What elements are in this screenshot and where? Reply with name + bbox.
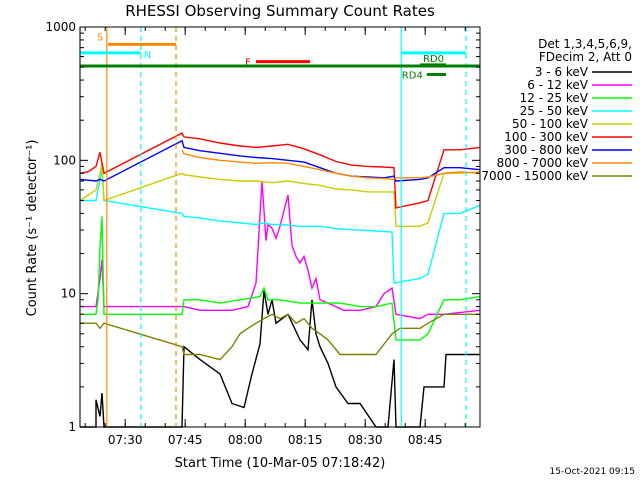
flag-label-1: N <box>144 50 151 61</box>
y-tick-label-3: 1000 <box>45 20 76 34</box>
flag-label-5: RD0 <box>423 54 444 65</box>
x-tick-label-4: 08:30 <box>348 433 383 447</box>
series-layer <box>79 132 481 428</box>
axes-layer: 1 10 100 1000 07:30 07:45 08:00 08:15 08:30 08:45 <box>45 20 481 447</box>
x-tick-label-3: 08:15 <box>288 433 323 447</box>
legend-label-2: 12 - 25 keV <box>520 91 589 105</box>
legend-header-0: Det 1,3,4,5,6,9, <box>538 37 632 51</box>
series-line-2 <box>80 216 481 341</box>
y-tick-label-0: 1 <box>68 420 76 434</box>
legend-label-3: 25 - 50 keV <box>520 104 589 118</box>
series-line-3 <box>80 169 481 284</box>
flag-label-3: F <box>245 58 251 69</box>
legend-label-0: 3 - 6 keV <box>535 65 589 79</box>
series-line-8 <box>80 313 480 361</box>
legend: Det 1,3,4,5,6,9,FDecim 2, Att 03 - 6 keV… <box>481 37 632 183</box>
legend-header-1: FDecim 2, Att 0 <box>539 50 632 64</box>
y-tick-label-1: 10 <box>61 287 76 301</box>
x-tick-label-5: 08:45 <box>408 433 443 447</box>
chart-title: RHESSI Observing Summary Count Rates <box>125 2 435 20</box>
legend-label-7: 800 - 7000 keV <box>497 156 589 170</box>
flag-label-6: RD4 <box>402 71 423 82</box>
flag-label-0: S <box>97 32 103 43</box>
legend-label-6: 300 - 800 keV <box>504 143 588 157</box>
series-line-5 <box>79 132 481 209</box>
legend-label-5: 100 - 300 keV <box>504 130 588 144</box>
series-line-0 <box>80 290 480 428</box>
series-line-1 <box>80 180 481 320</box>
legend-label-8: 7000 - 15000 keV <box>481 169 588 183</box>
series-line-6 <box>79 139 481 182</box>
series-line-7 <box>181 149 481 181</box>
x-tick-label-0: 07:30 <box>108 433 143 447</box>
legend-label-1: 6 - 12 keV <box>527 78 589 92</box>
footer-date: 15-Oct-2021 09:15 <box>550 467 635 477</box>
x-tick-label-1: 07:45 <box>168 433 203 447</box>
y-tick-label-2: 100 <box>53 153 76 167</box>
legend-label-4: 50 - 100 keV <box>512 117 589 131</box>
x-tick-label-2: 08:00 <box>228 433 263 447</box>
plot-frame <box>79 26 481 428</box>
x-axis-label: Start Time (10-Mar-05 07:18:42) <box>175 456 386 471</box>
y-axis-label: Count Rate (s⁻¹ detector⁻¹) <box>25 140 40 317</box>
series-line-4 <box>79 163 481 228</box>
